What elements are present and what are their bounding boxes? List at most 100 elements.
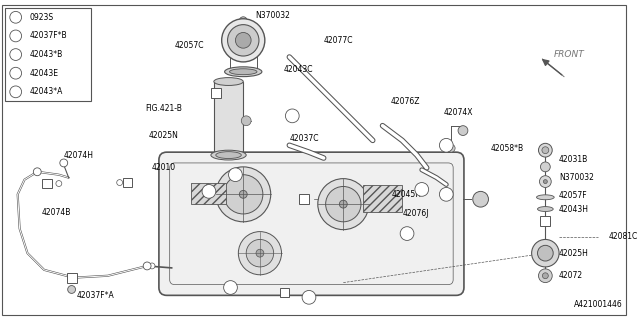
Bar bbox=[214, 82, 243, 155]
Circle shape bbox=[540, 162, 550, 172]
Ellipse shape bbox=[536, 195, 554, 200]
Ellipse shape bbox=[225, 67, 262, 76]
Text: 0923S: 0923S bbox=[29, 13, 54, 22]
Ellipse shape bbox=[230, 69, 257, 75]
Circle shape bbox=[447, 144, 455, 152]
Text: 5: 5 bbox=[420, 187, 424, 192]
Ellipse shape bbox=[214, 78, 243, 85]
Text: 42072: 42072 bbox=[559, 271, 583, 280]
Text: B: B bbox=[543, 218, 548, 224]
Text: 42010: 42010 bbox=[152, 163, 176, 172]
Text: 3: 3 bbox=[405, 231, 409, 236]
Text: 42031B: 42031B bbox=[559, 156, 588, 164]
Bar bbox=[123, 178, 132, 188]
Circle shape bbox=[538, 143, 552, 157]
Circle shape bbox=[228, 168, 243, 181]
Text: 42043*A: 42043*A bbox=[29, 87, 63, 96]
Text: 42074H: 42074H bbox=[64, 151, 93, 160]
Circle shape bbox=[241, 116, 251, 126]
Circle shape bbox=[10, 86, 22, 98]
Circle shape bbox=[532, 239, 559, 267]
Circle shape bbox=[10, 30, 22, 42]
Text: 42057F: 42057F bbox=[559, 191, 588, 200]
Text: 42057C: 42057C bbox=[175, 41, 204, 50]
Text: 42037C: 42037C bbox=[289, 134, 319, 143]
Text: 4: 4 bbox=[234, 172, 237, 177]
Text: 42074X: 42074X bbox=[444, 108, 473, 117]
Bar bbox=[42, 179, 52, 188]
Circle shape bbox=[318, 179, 369, 230]
Text: 42025H: 42025H bbox=[559, 249, 589, 258]
Circle shape bbox=[228, 25, 259, 56]
Bar bbox=[540, 216, 550, 226]
Circle shape bbox=[400, 227, 414, 240]
Circle shape bbox=[60, 159, 68, 167]
Text: 42037F*B: 42037F*B bbox=[29, 31, 67, 40]
Circle shape bbox=[10, 67, 22, 79]
Text: 42043*B: 42043*B bbox=[29, 50, 63, 59]
Text: C: C bbox=[45, 180, 50, 187]
Text: 2: 2 bbox=[444, 143, 448, 148]
Circle shape bbox=[223, 175, 263, 214]
Bar bbox=[5, 8, 92, 101]
Circle shape bbox=[538, 245, 553, 261]
Text: 42077C: 42077C bbox=[324, 36, 353, 45]
Circle shape bbox=[473, 191, 488, 207]
Text: 3: 3 bbox=[13, 52, 18, 57]
Circle shape bbox=[440, 188, 453, 201]
Text: B: B bbox=[301, 196, 307, 202]
Bar bbox=[280, 287, 289, 297]
Circle shape bbox=[339, 200, 348, 208]
Circle shape bbox=[149, 263, 155, 269]
Text: 5: 5 bbox=[13, 89, 18, 94]
Text: N370032: N370032 bbox=[559, 173, 594, 182]
Circle shape bbox=[326, 187, 361, 222]
Circle shape bbox=[221, 19, 265, 62]
Text: FRONT: FRONT bbox=[554, 50, 585, 59]
Circle shape bbox=[223, 281, 237, 294]
Text: A421001446: A421001446 bbox=[574, 300, 623, 309]
Text: A: A bbox=[69, 275, 74, 281]
Text: 42074B: 42074B bbox=[41, 208, 70, 218]
Circle shape bbox=[239, 190, 247, 198]
Circle shape bbox=[202, 185, 216, 198]
Circle shape bbox=[68, 285, 76, 293]
Circle shape bbox=[143, 262, 151, 270]
FancyBboxPatch shape bbox=[159, 152, 464, 295]
Circle shape bbox=[33, 168, 41, 176]
Text: 1: 1 bbox=[291, 113, 294, 118]
Circle shape bbox=[543, 273, 548, 279]
Circle shape bbox=[256, 249, 264, 257]
Text: N370032: N370032 bbox=[255, 11, 290, 20]
Text: B: B bbox=[125, 180, 130, 186]
Ellipse shape bbox=[538, 207, 553, 212]
Circle shape bbox=[216, 167, 271, 222]
Bar bbox=[67, 273, 77, 283]
Circle shape bbox=[440, 139, 453, 152]
Ellipse shape bbox=[211, 150, 246, 160]
Text: 42037F*A: 42037F*A bbox=[77, 291, 115, 300]
Text: 5: 5 bbox=[228, 285, 232, 290]
Text: 42076Z: 42076Z bbox=[390, 97, 420, 106]
Circle shape bbox=[239, 17, 247, 25]
Text: 1: 1 bbox=[13, 15, 18, 20]
Text: FIG.421-B: FIG.421-B bbox=[145, 105, 182, 114]
Circle shape bbox=[236, 33, 251, 48]
Text: 42076J: 42076J bbox=[402, 210, 429, 219]
Circle shape bbox=[10, 49, 22, 60]
Circle shape bbox=[246, 239, 274, 267]
Circle shape bbox=[415, 182, 429, 196]
Circle shape bbox=[302, 291, 316, 304]
Bar bbox=[211, 88, 221, 98]
Text: 42081C: 42081C bbox=[608, 232, 637, 241]
Circle shape bbox=[538, 269, 552, 283]
Text: 4: 4 bbox=[307, 295, 311, 300]
Bar bbox=[299, 194, 309, 204]
Bar bbox=[191, 182, 225, 204]
Text: 2: 2 bbox=[13, 33, 18, 38]
Circle shape bbox=[116, 180, 123, 186]
Circle shape bbox=[458, 126, 468, 135]
Text: 3: 3 bbox=[207, 189, 211, 194]
Text: A: A bbox=[282, 289, 287, 295]
Ellipse shape bbox=[216, 152, 241, 158]
